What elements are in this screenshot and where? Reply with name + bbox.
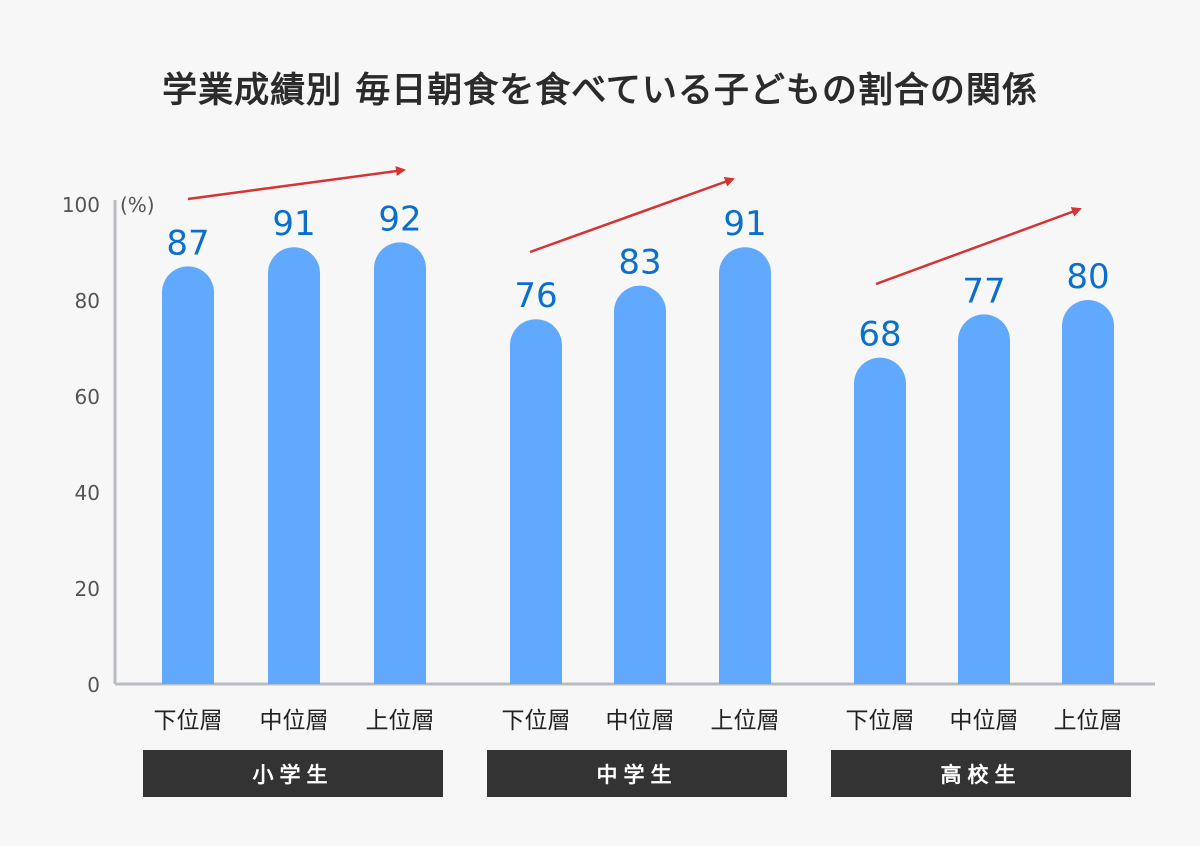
data-label: 80	[1066, 257, 1109, 297]
bar	[719, 247, 771, 685]
x-tick-label: 上位層	[1054, 708, 1123, 734]
data-label: 77	[962, 271, 1005, 311]
y-tick-label: 20	[75, 577, 100, 601]
group-label-junior-high: 中学生	[487, 750, 787, 797]
y-tick-label: 80	[75, 289, 100, 313]
bar	[510, 319, 562, 684]
bar	[1062, 300, 1114, 684]
data-label: 76	[514, 276, 557, 316]
y-tick-label: 40	[75, 481, 100, 505]
bar	[162, 266, 214, 684]
y-tick-label: 0	[87, 673, 100, 697]
data-label: 87	[166, 223, 209, 263]
x-tick-label: 下位層	[502, 708, 571, 734]
trend-arrow	[187, 166, 406, 201]
x-tick-label: 中位層	[606, 708, 675, 734]
bar	[614, 285, 666, 684]
data-label: 91	[723, 204, 766, 244]
y-tick-label: 60	[75, 385, 100, 409]
data-label: 83	[618, 243, 661, 283]
bar	[958, 314, 1010, 684]
y-tick-label: 100	[62, 193, 100, 217]
data-label: 68	[858, 315, 901, 355]
x-tick-label: 上位層	[366, 708, 435, 734]
data-label: 91	[272, 204, 315, 244]
x-tick-label: 上位層	[711, 708, 780, 734]
bar	[854, 357, 906, 684]
x-tick-label: 下位層	[154, 708, 223, 734]
trend-arrow	[529, 177, 735, 254]
x-tick-label: 中位層	[950, 708, 1019, 734]
chart-title: 学業成績別 毎日朝食を食べている子どもの割合の関係	[162, 71, 1038, 111]
x-tick-label: 中位層	[260, 708, 329, 734]
group-label-elementary: 小学生	[143, 750, 443, 797]
data-label: 92	[378, 199, 421, 239]
x-tick-label: 下位層	[846, 708, 915, 734]
trend-arrow	[875, 207, 1082, 286]
group-label-high-school: 高校生	[831, 750, 1131, 797]
bar	[268, 247, 320, 685]
bar	[374, 242, 426, 684]
y-axis-unit: (%)	[120, 193, 155, 217]
